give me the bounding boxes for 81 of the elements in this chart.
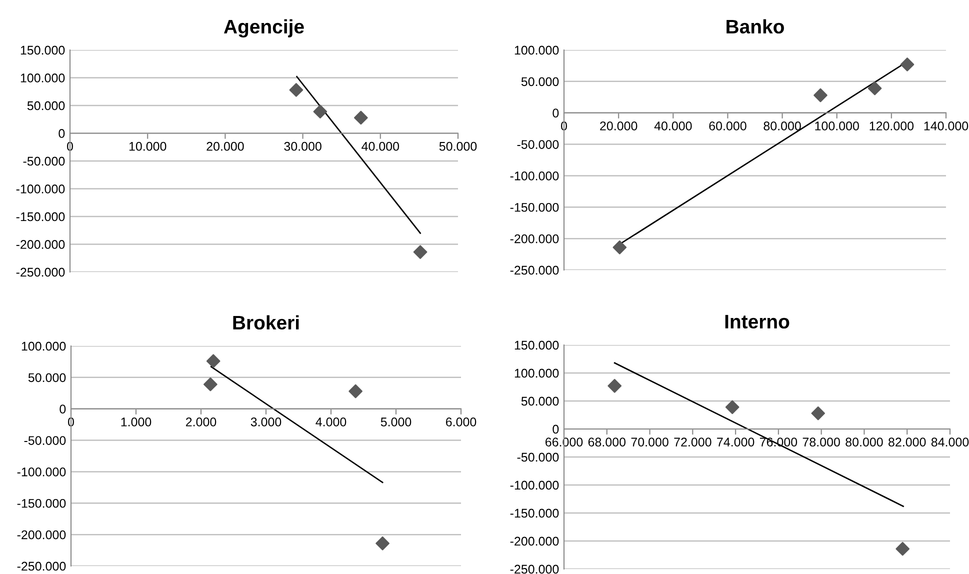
point [896,542,910,556]
x-tick-label: 100.000 [815,122,859,130]
x-tick-label: 120.000 [870,122,914,130]
x-tick-label: 80.000 [764,122,801,130]
x-tick-label: 68.000 [588,438,626,447]
x-tick-label: 40.000 [362,142,400,151]
y-tick-label: -100.000 [16,184,65,194]
y-tick-label: 100.000 [22,342,66,351]
y-tick-label: -200.000 [510,536,559,546]
point [354,110,368,125]
x-tick-label: 4.000 [316,418,346,426]
point [868,81,882,96]
y-tick-label: -100.000 [17,468,66,476]
y-tick-label: -200.000 [16,240,65,249]
y-tick-label: -50.000 [24,436,66,445]
x-tick-label: 84.000 [931,438,969,447]
point [376,536,390,550]
y-tick-label: 100.000 [514,46,559,55]
y-tick-label: 150.000 [20,46,65,55]
point [289,83,304,97]
x-tick-label: 60.000 [709,122,746,130]
x-tick-label: 5.000 [380,418,412,426]
chart-title: Banko [726,19,784,34]
y-tick-label: 0 [60,404,66,414]
y-tick-label: -250.000 [510,266,559,275]
y-tick-label: 50.000 [27,101,65,110]
y-tick-label: -150.000 [510,202,559,212]
y-tick-label: -50.000 [517,452,559,462]
x-tick-label: 1.000 [121,418,152,426]
x-tick-label: 20.000 [600,122,638,130]
chart-title: Brokeri [233,315,299,330]
x-tick-label: 20.000 [206,142,244,151]
y-tick-label: -250.000 [17,562,66,571]
x-tick-label: 78.000 [802,438,840,447]
y-tick-label: -50.000 [517,140,559,149]
x-tick-label: 30.000 [284,142,322,151]
point [313,104,328,119]
y-tick-label: -250.000 [16,268,65,277]
x-tick-label: 50.000 [439,142,477,151]
y-tick-label: -100.000 [510,172,559,180]
point [348,384,362,398]
y-tick-label: 0 [552,424,559,434]
x-tick-label: 66.000 [546,438,583,447]
chart-title: Interno [725,314,790,329]
y-tick-label: 0 [58,129,65,138]
x-tick-label: 80.000 [846,438,883,447]
y-tick-label: -250.000 [510,564,559,574]
y-tick-label: 0 [552,108,559,118]
y-tick-label: 50.000 [521,77,559,86]
y-tick-label: -200.000 [17,530,66,540]
x-tick-label: 74.000 [717,438,754,447]
y-tick-label: -50.000 [23,156,65,166]
y-tick-label: 150.000 [514,340,559,350]
y-tick-label: 50.000 [521,396,559,406]
x-tick-label: 40.000 [654,122,692,130]
x-tick-label: 3.000 [250,418,282,426]
point [900,58,914,72]
point [413,245,428,259]
chart-title: Agencije [224,19,304,38]
point [206,354,220,368]
y-tick-label: -200.000 [510,234,559,244]
y-tick-label: 100.000 [20,74,65,82]
x-tick-label: 10.000 [129,142,166,151]
x-tick-label: 140.000 [924,122,968,130]
point [725,400,740,414]
point [608,378,622,393]
y-tick-label: -100.000 [510,480,559,490]
y-tick-label: 100.000 [514,368,559,378]
x-tick-label: 70.000 [631,438,668,447]
x-tick-label: 82.000 [888,438,926,447]
x-tick-label: 72.000 [674,438,712,447]
x-tick-label: 2.000 [186,418,216,426]
y-tick-label: -150.000 [510,508,559,518]
point [811,406,826,420]
x-tick-label: 6.000 [446,418,476,426]
point [814,88,828,102]
point [612,240,627,254]
y-tick-label: 50.000 [28,373,66,382]
y-tick-label: -150.000 [17,498,66,508]
point [204,377,218,392]
y-tick-label: -150.000 [16,212,65,222]
